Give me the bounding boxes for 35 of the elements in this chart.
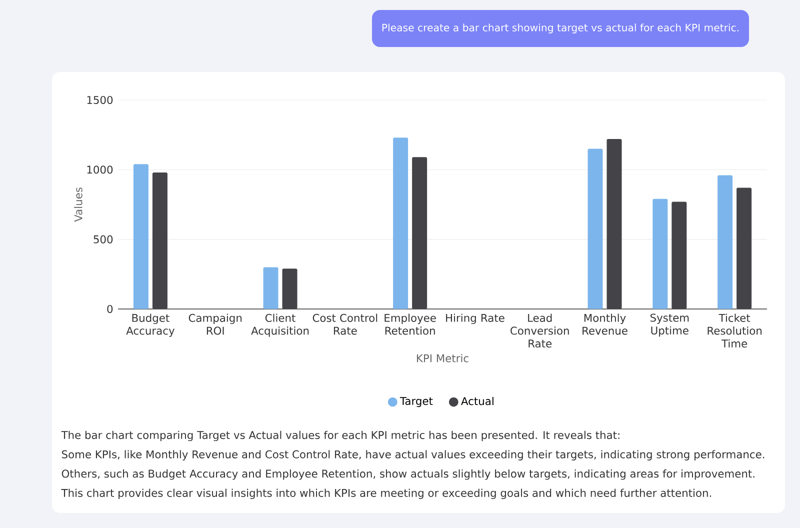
x-tick-label: Employee Retention [384,314,436,335]
bar [606,139,622,309]
bar [393,138,408,309]
x-axis-title: KPI Metric [416,354,468,362]
x-tick-label: Ticket Resolution Time [708,314,762,348]
text: This chart provides clear visual insights into which KPIs are meeting or exceeding goals and which need further attention. [61,488,712,500]
bar [652,198,668,309]
x-tick-label: Client Acquisition [251,314,309,337]
bar [588,148,603,309]
text: Some KPIs, like Monthly Revenue and Cost Control Rate, have actual values exceeding their targets, indicating strong performance. [62,450,764,460]
legend-label: Actual [461,396,494,406]
x-tick-label: Budget Accuracy [126,314,175,337]
text: Please create a bar chart showing target vs actual for each KPI metric. [382,24,739,34]
bar [736,188,752,309]
text: The bar chart comparing Target vs Actual values for each KPI metric has been presented. It reveals that: [61,430,620,442]
x-tick-label: System Uptime [650,314,689,337]
bar [718,175,733,309]
y-axis-title: Values [74,188,82,222]
y-tick-label: 1500 [87,96,113,104]
y-tick-label: 500 [94,235,113,244]
bar [282,268,298,309]
x-tick-label: Lead Conversion Rate [510,314,569,348]
bar [133,164,148,309]
bar [412,157,428,309]
text: Others, such as Budget Accuracy and Employee Retention, show actuals slightly below targets, indicating areas for improvement. [62,469,754,480]
bar [263,267,278,309]
x-tick-label: Cost Control Rate [312,314,378,335]
x-tick-label: Campaign ROI [188,314,242,335]
x-tick-label: Monthly Revenue [582,314,628,335]
x-tick-label: Hiring Rate [446,314,504,324]
bar [152,172,168,309]
y-tick-label: 0 [107,304,113,314]
y-tick-label: 1000 [87,166,113,174]
legend-label: Target [400,397,433,408]
bar [672,202,687,309]
